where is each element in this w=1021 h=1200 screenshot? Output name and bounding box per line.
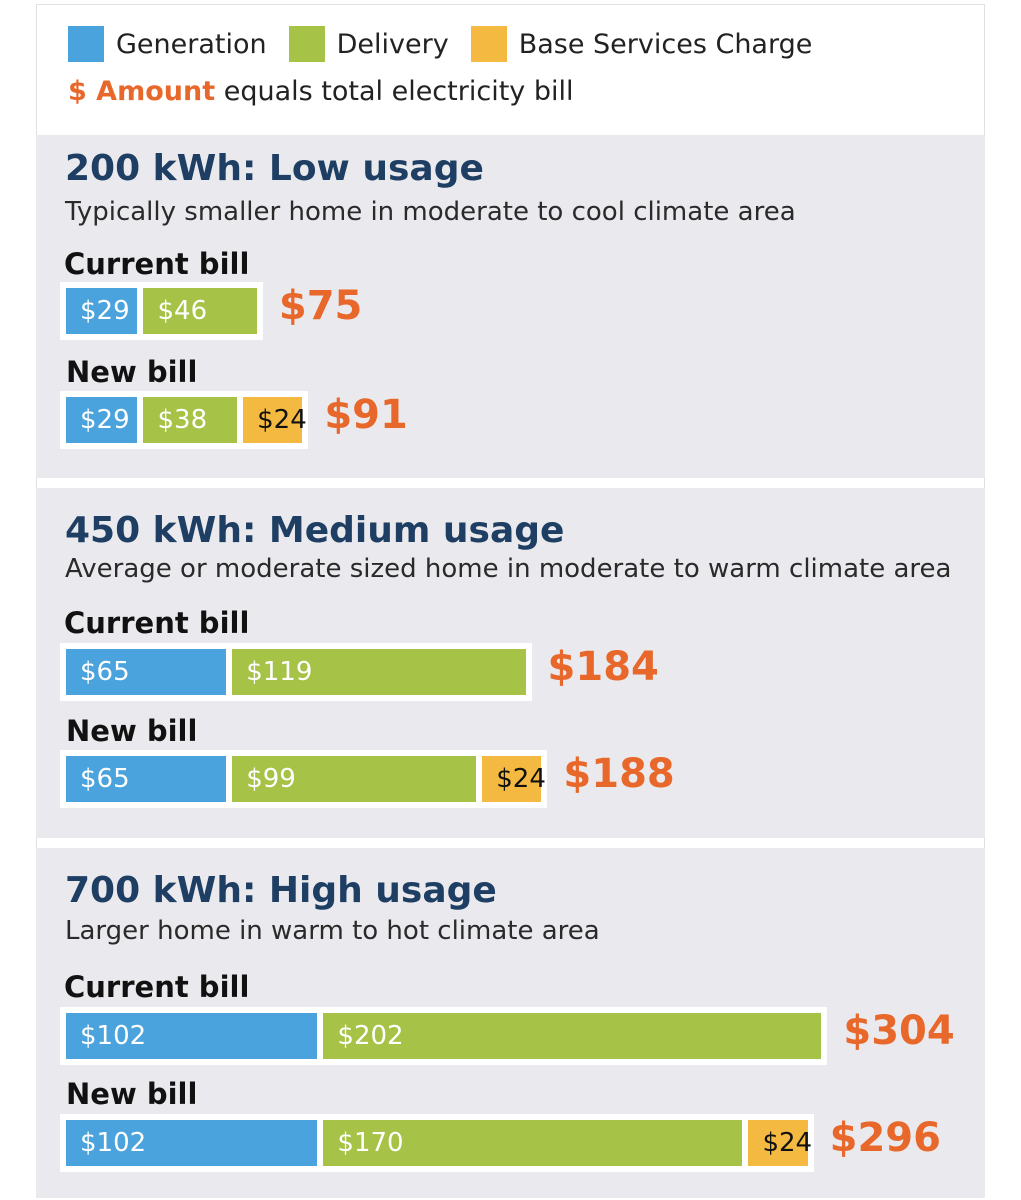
legend-swatch-base bbox=[470, 26, 507, 62]
legend-note: $ Amount equals total electricity bill bbox=[68, 76, 573, 107]
bar-segment-generation: $102 bbox=[66, 1120, 318, 1166]
bar-segment-delivery: $99 bbox=[232, 756, 477, 802]
legend-row: Generation Delivery Base Services Charge bbox=[68, 26, 834, 62]
bar-segment-delivery: $46 bbox=[143, 288, 257, 334]
bar-segment-delivery: $119 bbox=[232, 649, 526, 695]
bar-segment-base: $24 bbox=[748, 1120, 812, 1166]
new-bill-label: New bill bbox=[66, 1077, 198, 1111]
legend-item-delivery: Delivery bbox=[288, 26, 449, 62]
legend-swatch-generation bbox=[68, 26, 104, 62]
panel-title: 200 kWh: Low usage bbox=[65, 148, 484, 189]
bar-segment-delivery: $202 bbox=[323, 1013, 822, 1059]
usage-panel-2: 450 kWh: Medium usage Average or moderate… bbox=[36, 488, 985, 838]
bar-segment-base: $24 bbox=[243, 397, 307, 443]
bar-segment-generation: $29 bbox=[66, 397, 138, 443]
legend-item-generation: Generation bbox=[68, 26, 267, 62]
bill-total: $184 bbox=[547, 644, 659, 690]
legend-label-delivery: Delivery bbox=[336, 28, 449, 60]
legend-swatch-delivery bbox=[288, 26, 325, 62]
usage-panel-1: 200 kWh: Low usage Typically smaller home… bbox=[36, 135, 985, 478]
usage-panel-3: 700 kWh: High usage Larger home in warm t… bbox=[36, 848, 985, 1198]
bar-segment-generation: $29 bbox=[66, 288, 138, 334]
bar-segment-delivery: $170 bbox=[323, 1120, 743, 1166]
panel-subtitle: Average or moderate sized home in modera… bbox=[65, 554, 952, 584]
panel-subtitle: Larger home in warm to hot climate area bbox=[65, 916, 600, 946]
current-bill-label: Current bill bbox=[64, 970, 250, 1004]
bill-total: $91 bbox=[324, 392, 408, 438]
current-bill-label: Current bill bbox=[64, 247, 250, 281]
legend-note-amount: $ Amount bbox=[68, 76, 216, 107]
bill-total: $188 bbox=[563, 751, 675, 797]
panel-subtitle: Typically smaller home in moderate to co… bbox=[65, 197, 796, 227]
legend-note-text: equals total electricity bill bbox=[215, 76, 574, 107]
legend-label-generation: Generation bbox=[116, 28, 267, 60]
bar-segment-generation: $102 bbox=[66, 1013, 318, 1059]
legend-item-base: Base Services Charge bbox=[470, 26, 813, 62]
bill-total: $75 bbox=[278, 283, 363, 329]
legend-label-base: Base Services Charge bbox=[518, 28, 813, 60]
panel-title: 700 kWh: High usage bbox=[65, 870, 497, 911]
bill-total: $296 bbox=[829, 1115, 941, 1161]
panel-title: 450 kWh: Medium usage bbox=[65, 510, 565, 551]
bill-total: $304 bbox=[843, 1008, 955, 1054]
new-bill-label: New bill bbox=[66, 714, 198, 748]
bar-segment-generation: $65 bbox=[66, 649, 227, 695]
bar-segment-generation: $65 bbox=[66, 756, 227, 802]
legend: Generation Delivery Base Services Charge… bbox=[40, 8, 981, 126]
current-bill-label: Current bill bbox=[64, 606, 250, 640]
bar-segment-base: $24 bbox=[482, 756, 546, 802]
bar-segment-delivery: $38 bbox=[143, 397, 238, 443]
new-bill-label: New bill bbox=[66, 355, 198, 389]
